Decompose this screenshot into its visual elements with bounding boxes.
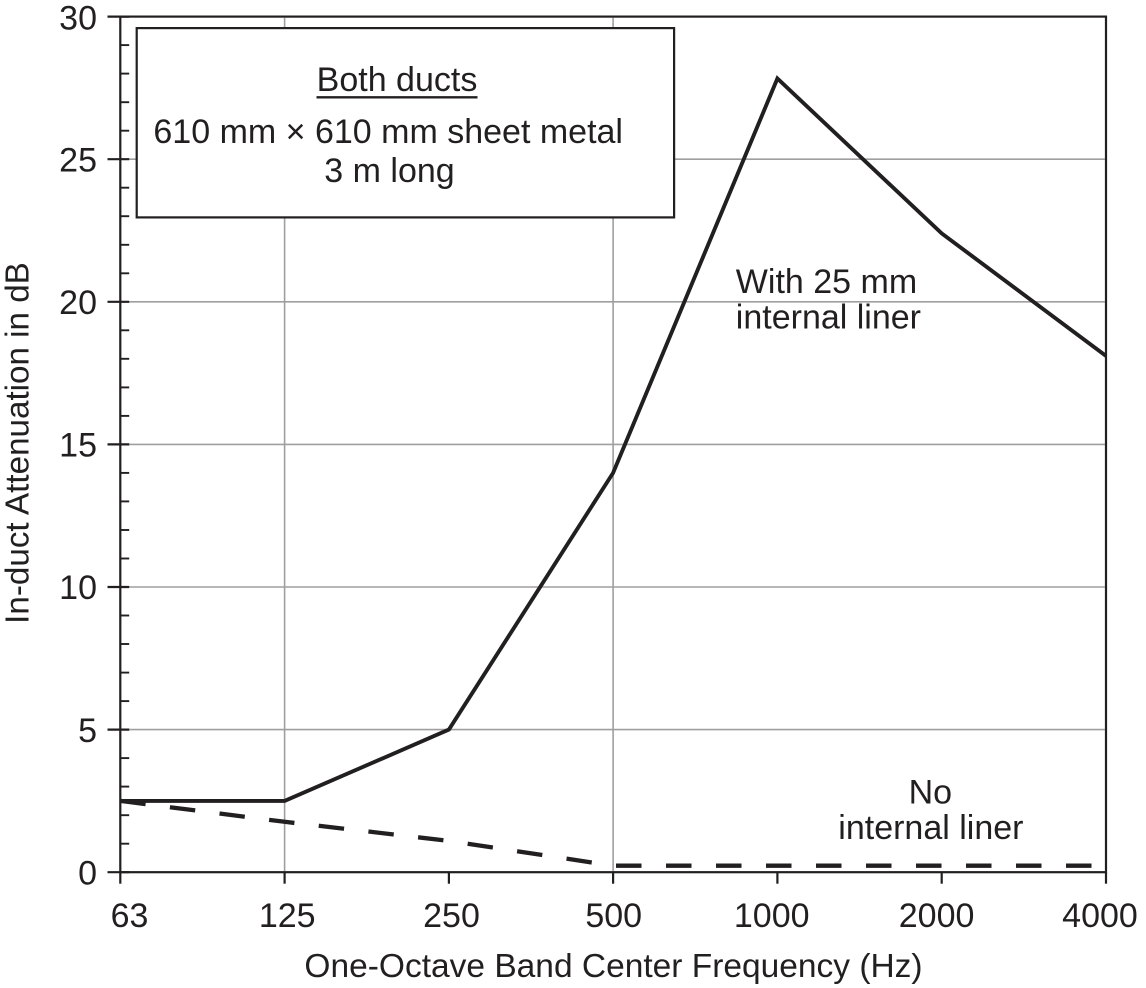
svg-text:125: 125 [259, 897, 316, 935]
svg-text:1000: 1000 [734, 897, 810, 935]
svg-text:250: 250 [423, 897, 480, 935]
svg-text:No: No [909, 774, 952, 812]
svg-text:One-Octave Band Center Frequen: One-Octave Band Center Frequency (Hz) [304, 948, 922, 985]
svg-text:4000: 4000 [1062, 897, 1138, 935]
svg-text:30: 30 [59, 0, 97, 37]
svg-text:3 m long: 3 m long [324, 152, 454, 190]
svg-text:2000: 2000 [899, 897, 975, 935]
svg-text:610 mm × 610 mm sheet metal: 610 mm × 610 mm sheet metal [153, 113, 623, 151]
svg-text:0: 0 [78, 854, 97, 892]
svg-text:Both ducts: Both ducts [317, 61, 478, 99]
svg-text:In-duct Attenuation in dB: In-duct Attenuation in dB [0, 262, 37, 624]
svg-text:5: 5 [78, 712, 97, 750]
svg-text:500: 500 [585, 897, 642, 935]
svg-text:15: 15 [59, 427, 97, 465]
svg-text:63: 63 [111, 897, 149, 935]
svg-text:internal liner: internal liner [838, 809, 1023, 847]
svg-text:10: 10 [59, 569, 97, 607]
svg-text:25: 25 [59, 141, 97, 179]
svg-text:internal liner: internal liner [736, 299, 921, 337]
svg-text:20: 20 [59, 284, 97, 322]
svg-text:With 25 mm: With 25 mm [736, 263, 917, 301]
